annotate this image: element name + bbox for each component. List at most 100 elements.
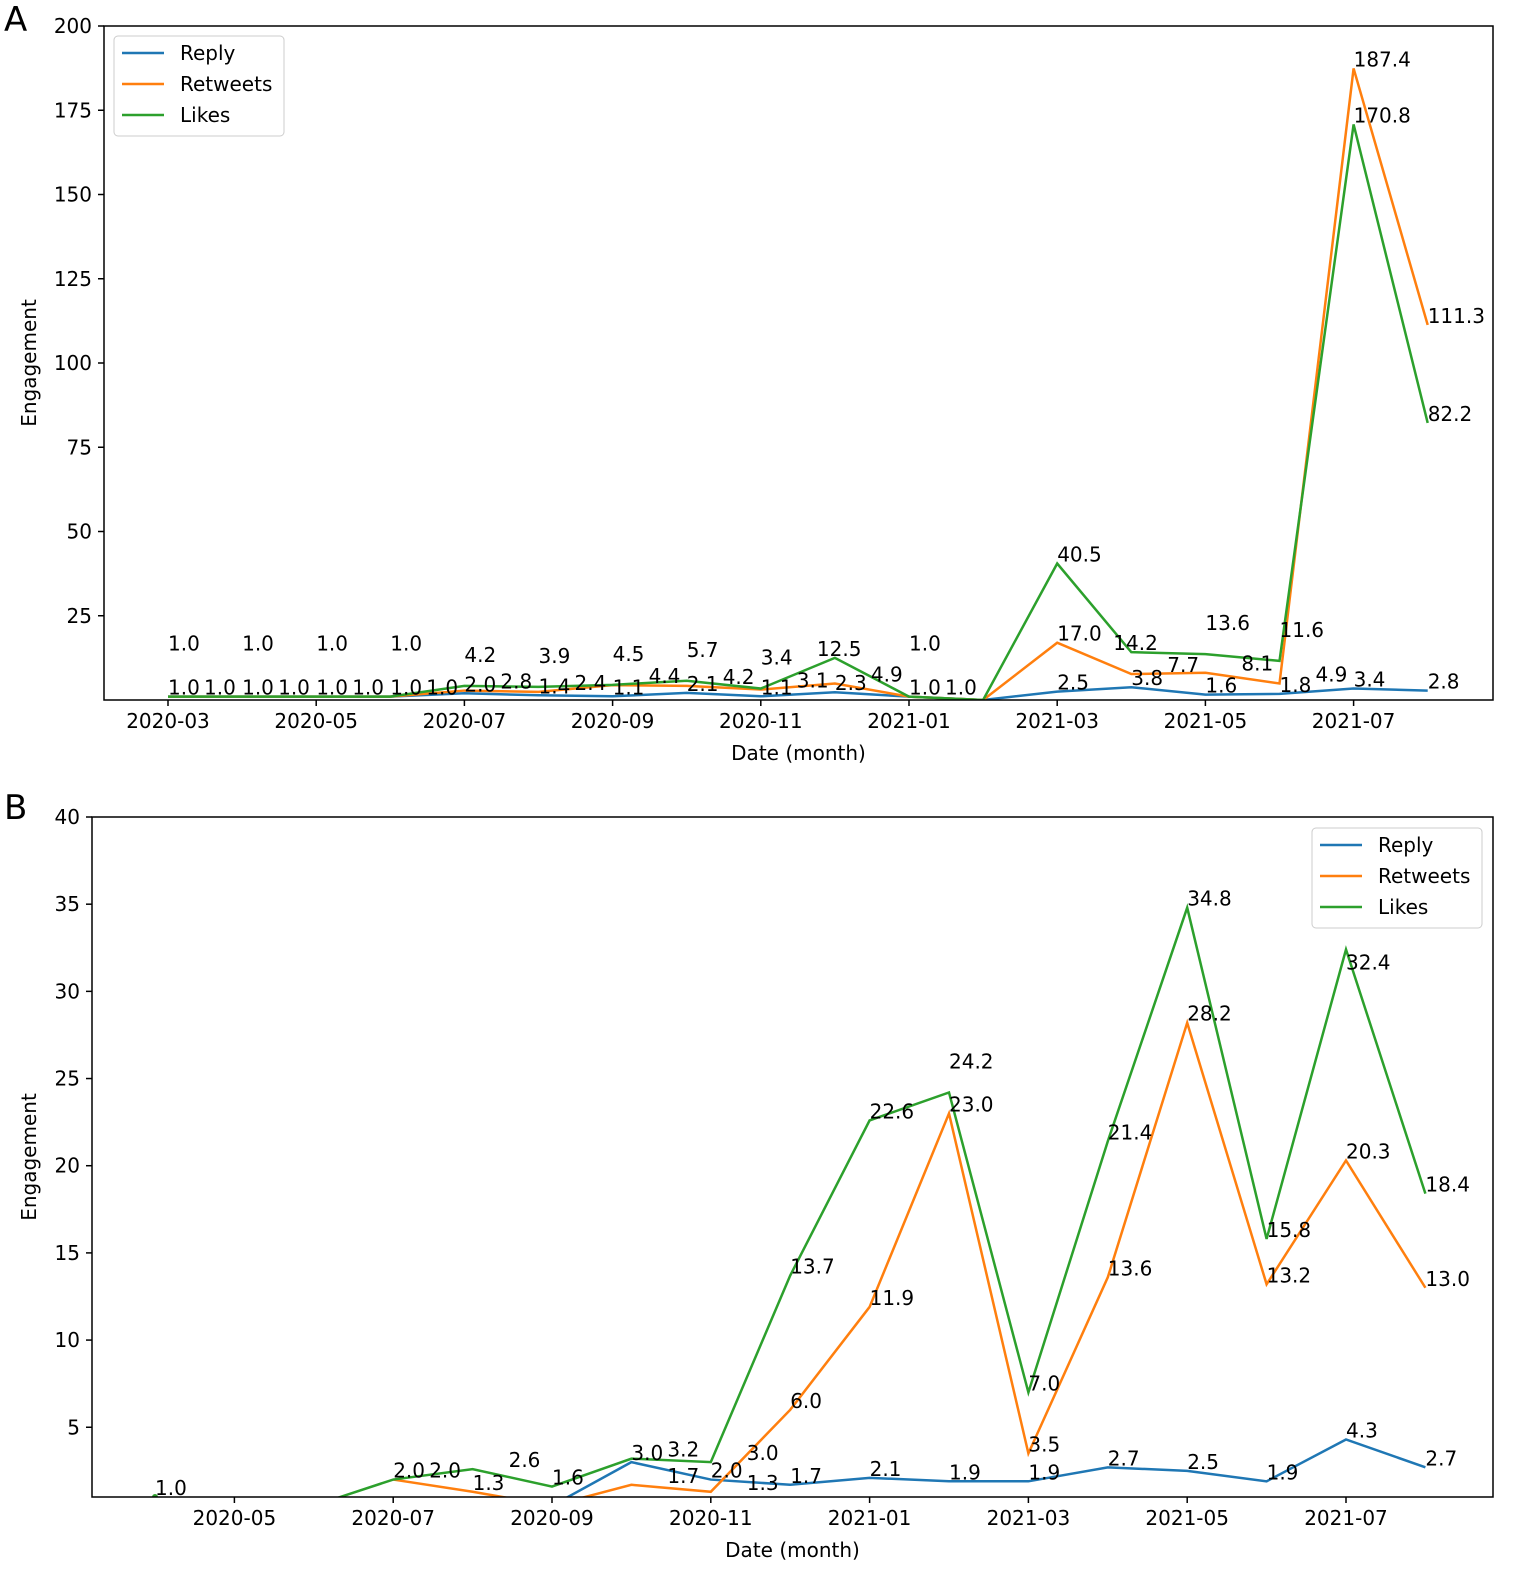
data-label-retweets: 111.3 — [1428, 304, 1485, 328]
data-label-retweets: 1.0 — [426, 676, 458, 700]
data-label-retweets: 3.1 — [797, 669, 829, 693]
data-label-reply: 2.0 — [711, 1459, 743, 1483]
data-label-reply: 1.0 — [168, 676, 200, 700]
plot-area — [168, 68, 1429, 700]
data-label-retweets: 20.3 — [1346, 1139, 1391, 1163]
data-label-likes: 13.7 — [790, 1255, 835, 1279]
x-axis-label: Date (month) — [725, 1538, 860, 1562]
data-label-likes: 3.4 — [761, 646, 793, 670]
data-label-retweets: 1.0 — [278, 676, 310, 700]
data-label-retweets: 3.5 — [1028, 1432, 1060, 1456]
data-label-retweets: 11.9 — [870, 1286, 915, 1310]
data-label-reply: 3.4 — [1354, 668, 1386, 692]
data-label-reply: 2.5 — [1057, 671, 1089, 695]
data-label-reply: 2.3 — [835, 671, 867, 695]
x-tick-label: 2020-07 — [423, 709, 507, 733]
data-label-reply: 2.1 — [870, 1457, 902, 1481]
y-tick-label: 175 — [54, 98, 92, 122]
data-label-retweets: 13.0 — [1425, 1267, 1470, 1291]
y-tick-label: 40 — [55, 805, 80, 829]
x-axis-label: Date (month) — [731, 741, 866, 765]
data-label-retweets: 187.4 — [1354, 47, 1411, 71]
data-label-retweets: 1.0 — [945, 676, 977, 700]
x-tick-label: 2021-03 — [987, 1506, 1071, 1530]
data-label-likes: 40.5 — [1057, 543, 1102, 567]
x-tick-label: 2020-07 — [351, 1506, 435, 1530]
data-label-likes: 15.8 — [1267, 1218, 1312, 1242]
y-tick-label: 200 — [54, 14, 92, 38]
series-line-likes — [168, 124, 1429, 700]
data-label-retweets: 4.2 — [723, 665, 755, 689]
data-label-likes: 1.0 — [242, 632, 274, 656]
data-label-reply: 4.3 — [1346, 1418, 1378, 1442]
x-tick-label: 2020-11 — [719, 709, 803, 733]
data-label-reply: 1.0 — [316, 676, 348, 700]
data-label-reply: 2.1 — [687, 672, 719, 696]
y-tick-label: 50 — [67, 520, 92, 544]
series-line-retweets — [168, 68, 1429, 700]
y-tick-label: 25 — [67, 604, 92, 628]
data-label-likes: 5.7 — [687, 638, 719, 662]
chart-a: 25 50 75 100 125 150 175 200 2020-03 2020-05 2020-… — [17, 14, 1494, 765]
legend-label-likes: Likes — [180, 103, 230, 127]
legend-label-reply: Reply — [180, 41, 236, 65]
y-tick-label: 30 — [55, 979, 80, 1003]
panel-label-b: B — [4, 788, 28, 828]
data-label-likes: 22.6 — [870, 1099, 915, 1123]
x-tick-label: 2020-09 — [510, 1506, 594, 1530]
y-tick-label: 5 — [67, 1415, 80, 1439]
data-label-likes: 1.0 — [155, 1476, 187, 1500]
y-tick-label: 100 — [54, 351, 92, 375]
data-label-retweets: 4.9 — [871, 662, 903, 686]
x-tick-label: 2020-05 — [274, 709, 358, 733]
data-label-reply: 1.7 — [790, 1464, 822, 1488]
panel-label-a: A — [4, 0, 28, 40]
y-tick-label: 75 — [67, 435, 92, 459]
y-tick-label: 125 — [54, 267, 92, 291]
data-label-retweets: 8.1 — [1241, 652, 1273, 676]
data-label-reply: 1.9 — [949, 1460, 981, 1484]
x-tick-label: 2021-07 — [1304, 1506, 1388, 1530]
y-tick-label: 35 — [55, 892, 80, 916]
legend: Reply Retweets Likes — [113, 35, 285, 137]
data-label-reply: 2.5 — [1187, 1450, 1219, 1474]
data-label-likes: 3.9 — [539, 644, 571, 668]
y-tick-label: 25 — [55, 1067, 80, 1091]
data-label-likes: 1.0 — [316, 632, 348, 656]
data-label-retweets: 1.3 — [747, 1471, 779, 1495]
data-label-retweets: 28.2 — [1187, 1002, 1232, 1026]
data-label-retweets: 2.4 — [575, 671, 607, 695]
legend-label-likes: Likes — [1378, 895, 1428, 919]
data-label-reply: 1.0 — [242, 676, 274, 700]
y-tick-label: 10 — [55, 1328, 80, 1352]
x-tick-label: 2021-07 — [1312, 709, 1396, 733]
x-tick-label: 2021-05 — [1145, 1506, 1229, 1530]
legend-box — [1311, 827, 1483, 929]
data-label-likes: 4.2 — [464, 643, 496, 667]
legend-label-retweets: Retweets — [1378, 864, 1470, 888]
data-label-retweets: 13.6 — [1108, 1256, 1153, 1280]
x-tick-label: 2021-01 — [867, 709, 951, 733]
data-label-likes: 3.2 — [667, 1438, 699, 1462]
x-tick-label: 2021-03 — [1015, 709, 1099, 733]
data-label-retweets: 1.7 — [667, 1464, 699, 1488]
data-label-retweets: 1.3 — [473, 1471, 505, 1495]
data-label-likes: 1.0 — [390, 632, 422, 656]
data-label-likes: 18.4 — [1425, 1173, 1470, 1197]
y-tick-label: 20 — [55, 1154, 80, 1178]
data-label-likes: 2.0 — [429, 1459, 461, 1483]
x-tick-label: 2020-11 — [669, 1506, 753, 1530]
legend: Reply Retweets Likes — [1311, 827, 1483, 929]
data-label-likes: 32.4 — [1346, 951, 1391, 975]
x-tick-label: 2020-03 — [126, 709, 210, 733]
data-label-likes: 14.2 — [1113, 631, 1158, 655]
data-label-likes: 1.6 — [552, 1466, 584, 1490]
series-line-reply — [565, 1438, 1426, 1497]
data-label-retweets: 23.0 — [949, 1092, 994, 1116]
x-tick-label: 2020-05 — [193, 1506, 277, 1530]
legend-box — [113, 35, 285, 137]
data-label-likes: 21.4 — [1108, 1120, 1153, 1144]
data-label-reply: 1.8 — [1280, 673, 1312, 697]
data-label-retweets: 2.8 — [500, 670, 532, 694]
